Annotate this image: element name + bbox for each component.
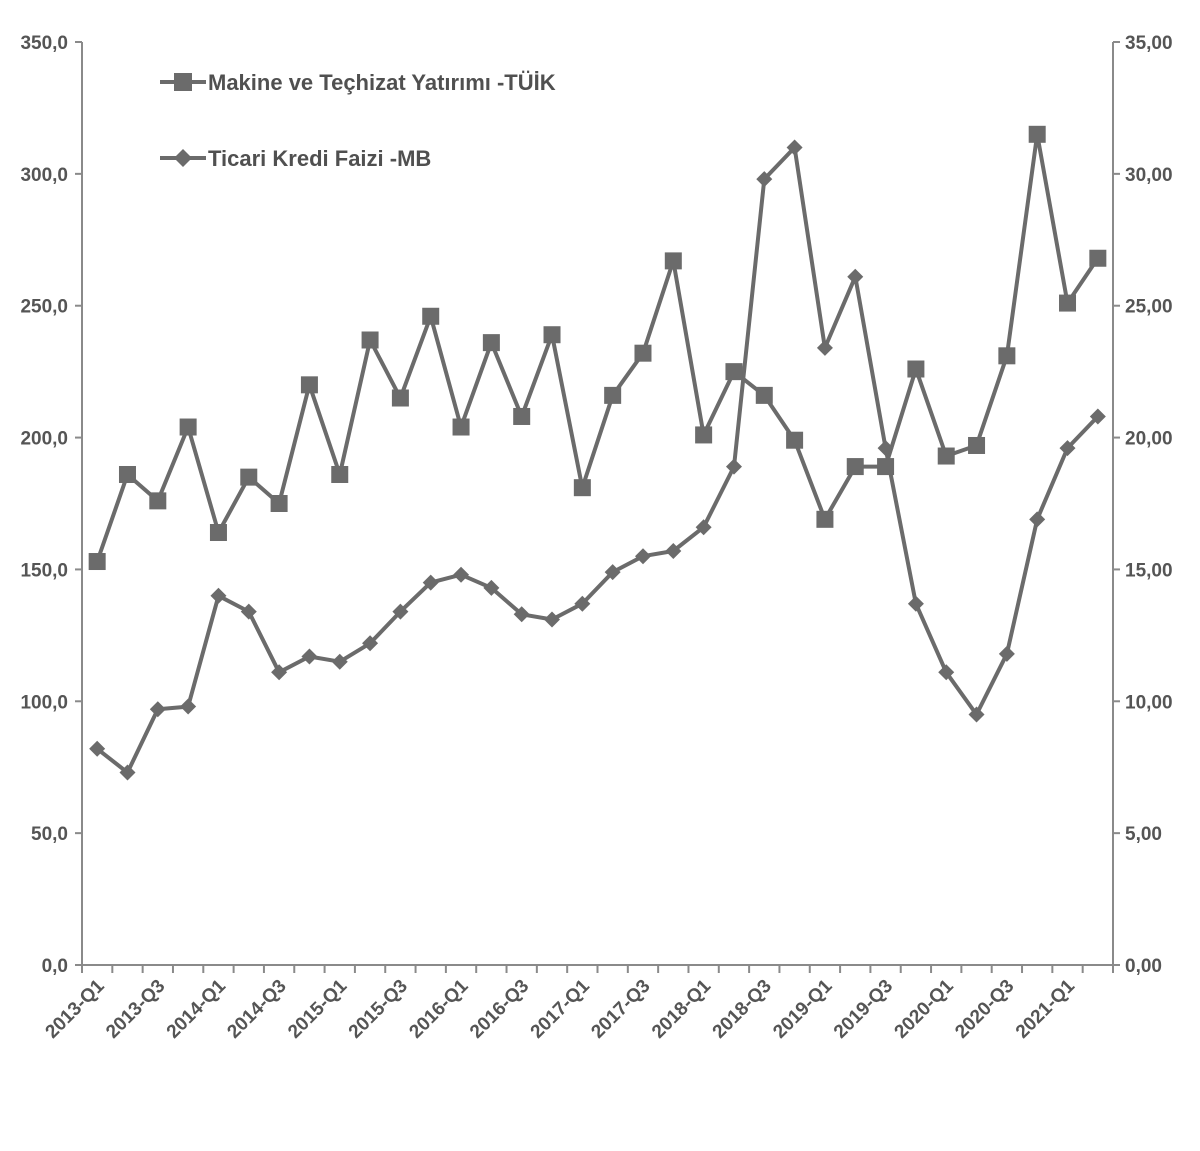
data-point-diamond bbox=[422, 574, 439, 591]
data-point-square bbox=[604, 386, 622, 404]
data-point-square bbox=[846, 458, 864, 476]
series-line-0 bbox=[95, 132, 1100, 563]
data-point-diamond bbox=[1059, 440, 1076, 457]
data-point-square bbox=[1089, 249, 1107, 267]
left-y-tick-label: 350,0 bbox=[20, 33, 68, 54]
data-point-diamond bbox=[240, 603, 257, 620]
data-point-square bbox=[573, 479, 591, 497]
data-point-square bbox=[452, 418, 470, 436]
data-point-diamond bbox=[847, 268, 864, 285]
data-point-square bbox=[937, 447, 955, 465]
legend-item-machine-investment: Makine ve Teçhizat Yatırımı -TÜİK bbox=[160, 70, 556, 95]
series-lines bbox=[95, 132, 1100, 775]
data-point-square bbox=[634, 344, 652, 362]
left-y-ticks: 0,0 50,0 100,0 150,0 200,0 250,0 300,0 350,0 bbox=[20, 33, 82, 977]
data-point-diamond bbox=[938, 664, 955, 681]
legend-square-marker bbox=[174, 73, 192, 91]
data-point-diamond bbox=[331, 653, 348, 670]
data-point-square bbox=[422, 307, 440, 325]
data-point-diamond bbox=[756, 171, 773, 188]
data-point-square bbox=[300, 376, 318, 394]
legend-item-commercial-loan-rate: Ticari Kredi Faizi -MB bbox=[160, 146, 431, 171]
left-y-tick-label: 150,0 bbox=[20, 560, 68, 581]
left-y-tick-label: 50,0 bbox=[31, 824, 68, 845]
data-point-diamond bbox=[968, 706, 985, 723]
data-point-diamond bbox=[362, 635, 379, 652]
right-y-tick-label: 20,00 bbox=[1125, 429, 1173, 450]
data-point-square bbox=[786, 431, 804, 449]
data-point-square bbox=[149, 492, 167, 510]
data-point-diamond bbox=[877, 440, 894, 457]
series-line-1 bbox=[95, 145, 1100, 775]
right-y-tick-label: 5,00 bbox=[1125, 824, 1162, 845]
data-point-diamond bbox=[119, 764, 136, 781]
data-point-square bbox=[179, 418, 197, 436]
data-point-diamond bbox=[604, 564, 621, 581]
legend: Makine ve Teçhizat Yatırımı -TÜİK Ticari… bbox=[160, 70, 556, 171]
data-point-square bbox=[816, 510, 834, 528]
left-y-tick-label: 0,0 bbox=[42, 956, 68, 977]
left-y-tick-label: 200,0 bbox=[20, 429, 68, 450]
data-point-square bbox=[968, 436, 986, 454]
data-point-square bbox=[1059, 294, 1077, 312]
data-point-square bbox=[695, 426, 713, 444]
right-y-tick-label: 35,00 bbox=[1125, 33, 1173, 54]
right-y-tick-label: 10,00 bbox=[1125, 692, 1173, 713]
data-point-square bbox=[877, 458, 895, 476]
data-point-square bbox=[391, 389, 409, 407]
data-point-diamond bbox=[301, 648, 318, 665]
right-y-tick-label: 0,00 bbox=[1125, 956, 1162, 977]
data-point-diamond bbox=[392, 603, 409, 620]
left-y-tick-label: 100,0 bbox=[20, 692, 68, 713]
data-point-square bbox=[331, 465, 349, 483]
data-point-square bbox=[907, 360, 925, 378]
data-point-diamond bbox=[695, 519, 712, 536]
data-point-diamond bbox=[483, 579, 500, 596]
data-point-square bbox=[1028, 125, 1046, 143]
data-point-square bbox=[270, 495, 288, 512]
data-point-square bbox=[361, 331, 379, 349]
legend-diamond-marker bbox=[174, 149, 192, 167]
data-point-diamond bbox=[816, 339, 833, 356]
data-point-square bbox=[482, 334, 500, 352]
data-point-square bbox=[513, 407, 531, 425]
data-point-diamond bbox=[1029, 511, 1046, 528]
data-point-diamond bbox=[574, 595, 591, 612]
legend-label-machine-investment: Makine ve Teçhizat Yatırımı -TÜİK bbox=[208, 70, 556, 95]
data-point-square bbox=[725, 363, 743, 381]
legend-label-commercial-loan-rate: Ticari Kredi Faizi -MB bbox=[208, 146, 431, 171]
data-point-square bbox=[88, 553, 106, 571]
data-point-diamond bbox=[786, 139, 803, 156]
right-y-tick-label: 30,00 bbox=[1125, 165, 1173, 186]
data-point-diamond bbox=[544, 611, 561, 628]
data-point-square bbox=[240, 468, 258, 486]
data-point-diamond bbox=[634, 548, 651, 565]
data-point-diamond bbox=[149, 701, 166, 718]
data-point-square bbox=[755, 386, 773, 404]
data-point-diamond bbox=[907, 595, 924, 612]
data-point-diamond bbox=[665, 542, 682, 559]
data-point-diamond bbox=[513, 606, 530, 623]
data-point-square bbox=[543, 326, 561, 344]
data-point-square bbox=[118, 465, 136, 483]
left-y-tick-label: 300,0 bbox=[20, 165, 68, 186]
data-point-diamond bbox=[210, 587, 227, 604]
series-markers bbox=[88, 125, 1107, 781]
data-point-diamond bbox=[180, 698, 197, 715]
right-y-tick-label: 25,00 bbox=[1125, 297, 1173, 318]
data-point-square bbox=[998, 347, 1016, 365]
right-y-ticks: 0,00 5,00 10,00 15,00 20,00 25,00 30,00 35,00 bbox=[1113, 33, 1173, 977]
data-point-diamond bbox=[453, 566, 470, 583]
right-y-tick-label: 15,00 bbox=[1125, 560, 1173, 581]
left-y-tick-label: 250,0 bbox=[20, 297, 68, 318]
data-point-diamond bbox=[1089, 408, 1106, 425]
data-point-diamond bbox=[998, 645, 1015, 662]
data-point-diamond bbox=[725, 458, 742, 475]
data-point-square bbox=[664, 252, 682, 270]
data-point-diamond bbox=[271, 664, 288, 681]
data-point-square bbox=[209, 524, 227, 542]
data-point-diamond bbox=[89, 740, 106, 757]
